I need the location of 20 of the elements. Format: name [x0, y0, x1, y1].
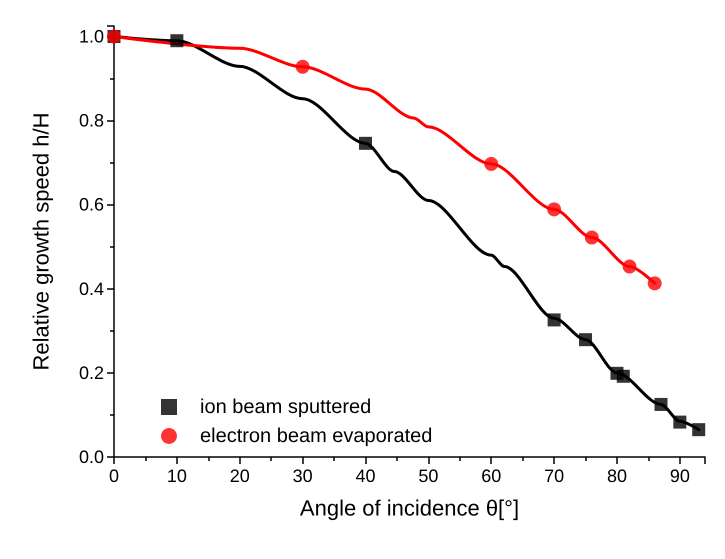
x-tick-label: 10	[166, 466, 187, 486]
x-tick-label: 20	[230, 466, 250, 486]
y-tick-label: 0.6	[78, 194, 104, 215]
y-tick-label: 0.0	[78, 447, 104, 467]
y-tick-label: 0.8	[78, 110, 104, 131]
y-tick-label: 0.4	[78, 278, 104, 299]
legend-label: ion beam sputtered	[200, 396, 372, 418]
x-tick-label: 70	[544, 466, 564, 486]
x-tick-label: 50	[418, 466, 438, 486]
x-axis-title: Angle of incidence θ[°]	[300, 496, 520, 520]
y-axis-title: Relative growth speed h/H	[28, 112, 54, 371]
x-tick-label: 0	[108, 466, 120, 486]
legend-label: electron beam evaporated	[200, 425, 432, 447]
x-tick-label: 60	[481, 466, 502, 486]
x-tick-label: 90	[670, 466, 690, 486]
y-tick-label: 1.0	[78, 26, 104, 47]
y-tick-label: 0.2	[78, 362, 104, 383]
x-tick-label: 40	[355, 466, 376, 486]
x-tick-label: 80	[606, 466, 627, 486]
x-tick-label: 30	[292, 466, 313, 486]
